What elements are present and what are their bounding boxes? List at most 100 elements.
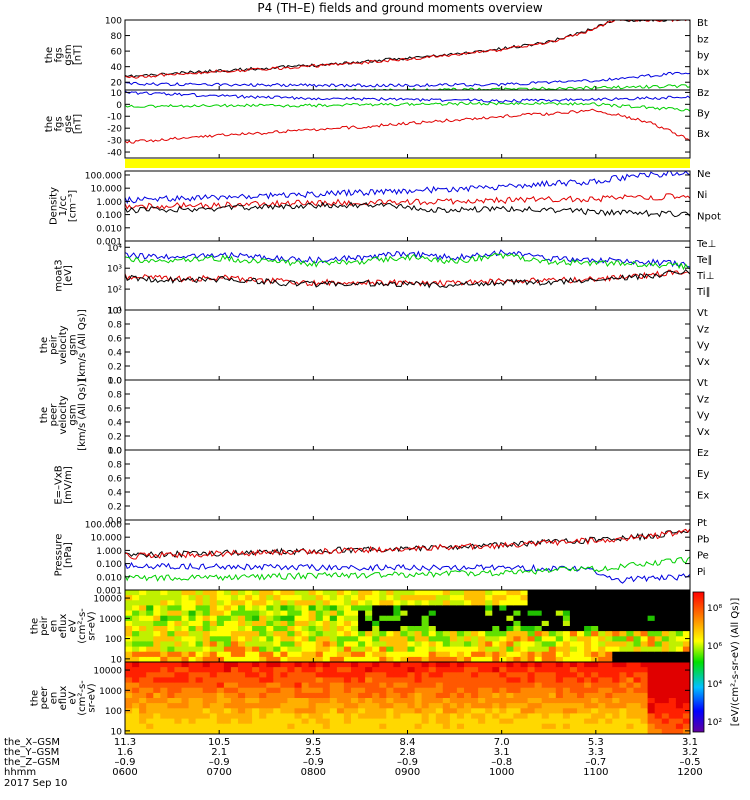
colorbar-tick: 10⁶ [707,642,722,652]
series-Pt [125,528,690,559]
x-row-label: the_Y–GSM [4,747,59,758]
quality-flag-bar [125,159,690,168]
x-row-value: 3.2 [682,747,698,758]
series-Pi [125,561,690,584]
y-axis-label: peir [39,615,50,635]
y-tick-label: 0.4 [108,489,123,499]
legend-Vx: Vx [697,357,710,368]
y-tick-label: 10¹ [107,307,122,317]
series-bz [125,20,690,79]
legend-Ti⊥: Ti⊥ [696,271,714,282]
y-tick-label: -40 [107,149,122,159]
y-axis-label: eflux [58,614,69,639]
y-axis-label: peer [49,403,60,427]
legend-By: By [697,109,710,120]
y-tick-label: 0.6 [108,405,123,415]
x-row-label: hhmm [4,767,36,778]
y-tick-label: 0.6 [108,475,123,485]
y-axis-label: Density [49,187,60,225]
legend-Ez: Ez [697,448,709,459]
legend-Vt: Vt [697,378,708,389]
x-row-value: 10.5 [208,737,230,748]
legend-Ey: Ey [697,469,709,480]
legend-Bt: Bt [697,18,708,29]
y-tick-label: 10⁴ [107,244,122,254]
x-row-value: 0800 [301,767,326,778]
y-tick-label: -10 [107,113,122,123]
x-row-value: 3.1 [494,747,510,758]
y-axis-label: en [49,692,60,705]
series-Bx [125,90,690,103]
y-tick-label: 10 [111,655,123,665]
x-row-value: 1000 [489,767,514,778]
x-row-label: the_Z–GSM [4,757,60,768]
y-tick-label: 1000 [99,615,122,625]
x-row-value: 0700 [206,767,231,778]
y-tick-label: 1.0 [108,377,123,387]
peer-eflux-spectrogram [125,662,690,734]
y-axis-label: [cm⁻³] [68,190,79,222]
y-tick-label: 0.8 [108,321,123,331]
panel-peer-velocity: 0.0 0.2 0.4 0.6 0.8 1.0 thepeervelocitygsm[km/… [39,377,710,457]
x-row-value: 11.3 [114,737,136,748]
y-axis-label: fgs [53,47,64,62]
pressure-frame [124,519,691,591]
y-tick-label: 0.100 [96,560,122,570]
legend-Vz: Vz [697,394,709,405]
series-Te∥ [125,268,690,289]
x-row-value: –0.7 [585,757,606,768]
fgs-gsm-frame [124,19,691,91]
y-tick-label: 1000 [99,687,122,697]
y-axis-label: [nT] [72,45,83,65]
x-row-value: 5.3 [588,737,604,748]
temperature-frame [124,240,691,311]
y-tick-label: 0.0 [108,377,123,387]
y-tick-label: 0.0 [108,517,123,527]
y-axis-label: sr-eV) [87,611,98,640]
colorbar-gradient [692,591,705,733]
y-tick-label: 0 [116,101,122,111]
x-row-value: 2.5 [305,747,321,758]
peir-eflux-spectrogram [125,590,690,662]
y-tick-label: 0.100 [96,211,122,221]
legend-Vy: Vy [697,341,710,352]
y-axis-label: 1/cc [58,196,69,217]
y-tick-label: 0.2 [108,433,122,443]
y-tick-label: 10.000 [91,185,123,195]
y-tick-label: 0.4 [108,349,123,359]
x-row-value: 2.8 [400,747,416,758]
y-tick-label: 100 [105,635,122,645]
y-tick-label: 100 [105,707,122,717]
y-axis-label: gsm [68,334,79,355]
panel-peir-velocity: 0.0 0.2 0.4 0.6 0.8 1.0 thepeirvelocitygsm[km/… [39,307,710,387]
legend-Npot: Npot [697,211,721,222]
peir-velocity-frame [124,309,691,381]
y-tick-label: 10000 [93,595,122,605]
legend-Ti∥: Ti∥ [696,287,711,298]
y-tick-label: 0.8 [108,391,123,401]
series-Ni [125,201,690,218]
series-bx [125,71,690,88]
y-axis-label: eV [68,619,79,632]
y-tick-label: 100 [105,17,122,27]
x-row-value: 2.1 [211,747,227,758]
y-axis-label: the [44,47,55,63]
y-axis-label: [km/s (All Qs)] [77,309,88,381]
y-tick-label: 10 [111,89,123,99]
y-tick-label: 0.001 [96,238,122,248]
x-row-label: the_X–GSM [4,737,60,748]
date-label: 2017 Sep 10 [4,778,67,789]
y-tick-label: 100.000 [85,171,122,181]
y-tick-label: 10² [107,286,122,296]
colorbar: 10² 10⁴ 10⁶ 10⁸ [eV/(cm²-s-sr-eV) (All Qs)] [692,591,741,733]
x-row-value: 1100 [583,767,608,778]
x-row-value: 0900 [395,767,420,778]
y-tick-label: 0.010 [96,224,122,234]
series-Ti⊥ [125,249,690,268]
y-axis-label: gsm [68,404,79,425]
y-axis-label: (cm²-s- [77,608,88,644]
y-axis-label: sr-eV) [87,683,98,712]
y-axis-label: the [39,337,50,353]
